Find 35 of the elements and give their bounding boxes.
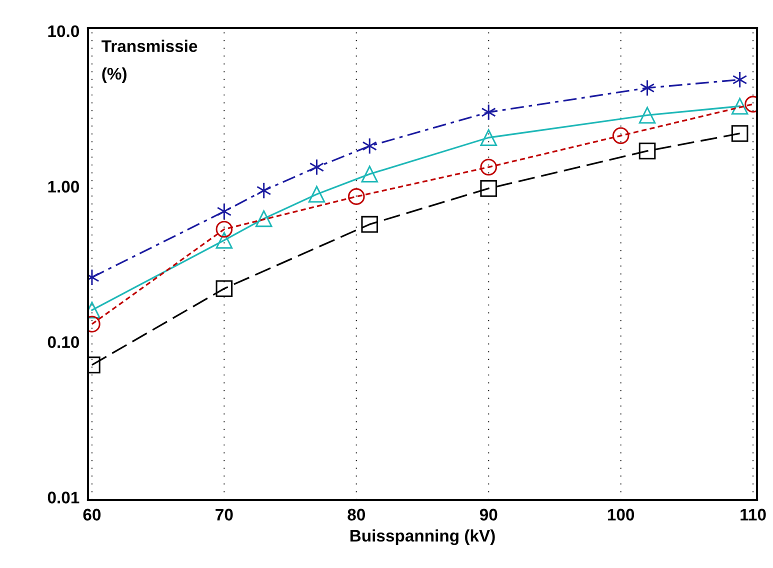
- x-axis-title: Buisspanning (kV): [350, 529, 495, 546]
- point: [255, 210, 272, 228]
- point: [362, 138, 377, 154]
- point: [640, 80, 655, 96]
- point: [348, 188, 365, 205]
- x-tick-label: 60: [83, 508, 101, 521]
- point: [612, 127, 630, 144]
- y-axis-title: Transmissie (%): [102, 40, 198, 83]
- point: [361, 216, 378, 233]
- point: [256, 182, 272, 199]
- point: [480, 129, 498, 146]
- y-tick-label: 10.0: [48, 25, 79, 38]
- y-tick-label: 1.00: [48, 180, 79, 193]
- y-tick-label: 0.01: [48, 492, 80, 504]
- point: [216, 220, 233, 238]
- point: [216, 203, 232, 220]
- x-tick-label: 110: [740, 508, 766, 521]
- x-tick-label: 90: [480, 508, 498, 521]
- x-tick-label: 100: [608, 508, 634, 521]
- point: [481, 104, 496, 121]
- point: [216, 280, 233, 298]
- x-tick-label: 70: [216, 508, 233, 521]
- point: [731, 98, 748, 115]
- y-tick-label: 0.10: [48, 336, 79, 348]
- x-tick-label: 80: [348, 508, 365, 521]
- point: [309, 158, 324, 176]
- point: [638, 142, 656, 160]
- point: [216, 232, 233, 249]
- point: [480, 180, 498, 197]
- point: [361, 166, 378, 182]
- point: [732, 71, 748, 88]
- point: [308, 186, 326, 203]
- point: [731, 125, 748, 142]
- point: [480, 158, 498, 176]
- point: [638, 106, 656, 124]
